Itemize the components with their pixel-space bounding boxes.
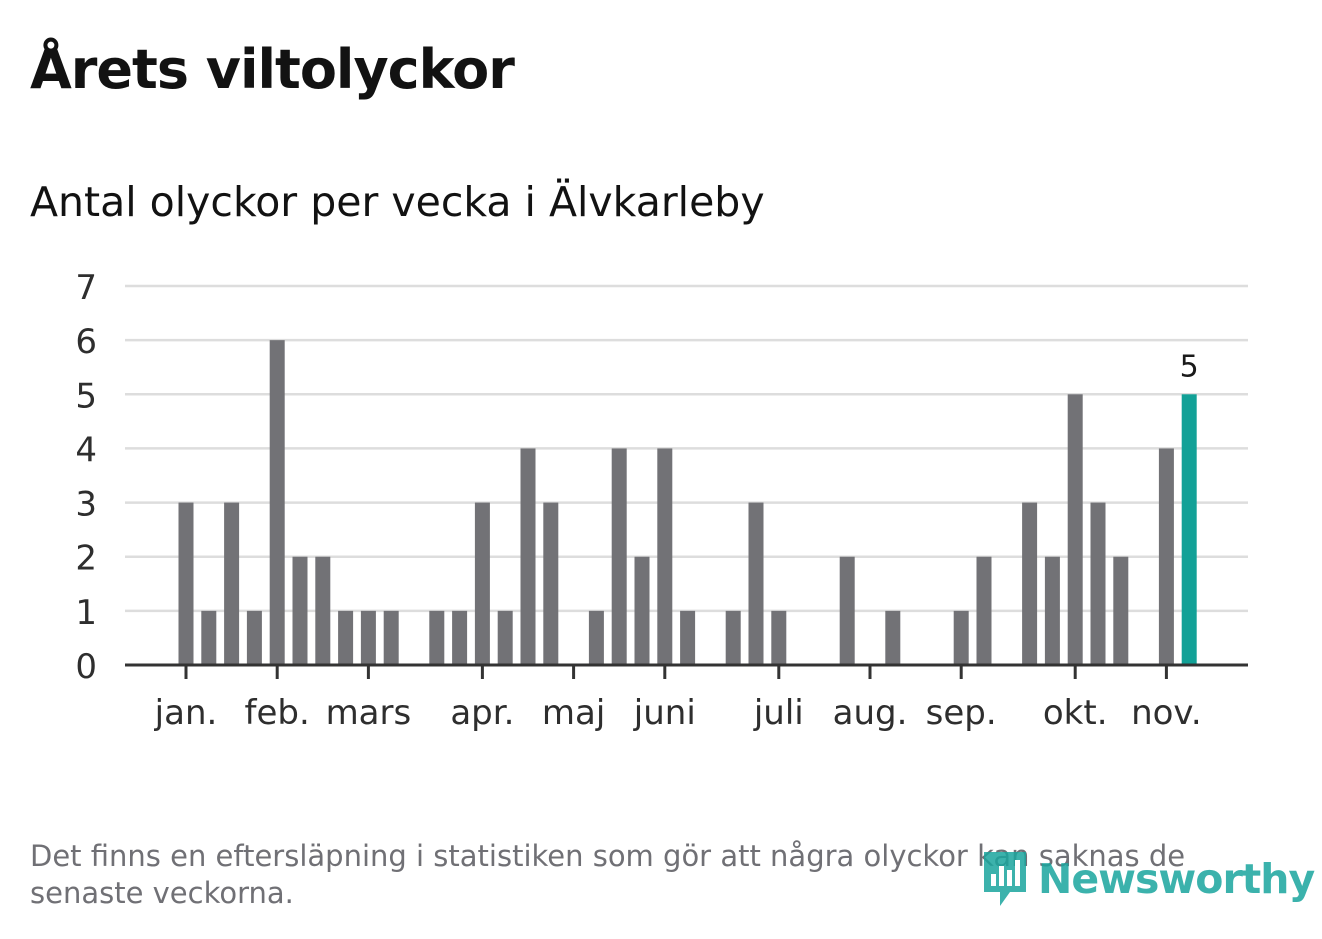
bar <box>976 556 992 665</box>
bar <box>543 502 559 665</box>
x-tick-label: sep. <box>926 693 997 733</box>
data-labels: 5 <box>1180 349 1199 384</box>
chart-title: Årets viltolyckor <box>30 38 515 101</box>
bar <box>1044 556 1060 665</box>
x-axis <box>125 663 1248 679</box>
bar <box>338 610 354 665</box>
bar <box>1022 502 1038 665</box>
x-tick-label: feb. <box>245 693 310 733</box>
bar <box>588 610 604 665</box>
bar <box>178 502 194 665</box>
x-tick-label: aug. <box>833 693 908 733</box>
bar <box>520 448 536 665</box>
y-tick-label: 1 <box>75 593 97 633</box>
x-tick-label: juli <box>753 693 804 733</box>
bar <box>1067 394 1083 665</box>
x-tick-label: jan. <box>154 693 218 733</box>
bar <box>474 502 490 665</box>
bar <box>292 556 308 665</box>
bar <box>246 610 262 665</box>
bar <box>771 610 787 665</box>
y-tick-label: 4 <box>75 430 97 470</box>
x-tick-label: juni <box>633 693 696 733</box>
bar <box>839 556 855 665</box>
x-tick-label: maj <box>542 693 605 733</box>
y-tick-label: 6 <box>75 322 97 362</box>
bar <box>224 502 240 665</box>
newsworthy-logo-text: Newsworthy <box>1038 855 1315 903</box>
bar <box>680 610 696 665</box>
bar <box>497 610 513 665</box>
x-tick-label: mars <box>326 693 412 733</box>
bar <box>360 610 376 665</box>
newsworthy-logo: Newsworthy <box>980 848 1315 910</box>
bar <box>201 610 217 665</box>
x-tick-label: okt. <box>1043 693 1108 733</box>
grid-lines <box>125 284 1248 613</box>
bar <box>634 556 650 665</box>
y-tick-label: 7 <box>75 268 97 308</box>
chart-subtitle: Antal olyckor per vecka i Älvkarleby <box>30 178 765 226</box>
bar-chart: 0 1 2 3 4 5 6 7 jan. feb. mars apr. maj juni juli aug.… <box>75 268 1248 733</box>
bar <box>429 610 445 665</box>
bar <box>885 610 901 665</box>
newsworthy-logo-icon <box>984 852 1026 906</box>
y-tick-label: 2 <box>75 539 97 579</box>
bar <box>725 610 741 665</box>
y-axis-labels: 0 1 2 3 4 5 6 7 <box>75 268 97 687</box>
bar <box>315 556 331 665</box>
bar <box>1113 556 1129 665</box>
x-tick-label: nov. <box>1131 693 1202 733</box>
x-tick-label: apr. <box>450 693 514 733</box>
y-tick-label: 0 <box>75 647 97 687</box>
bar <box>383 610 399 665</box>
bar <box>1090 502 1106 665</box>
bar <box>1158 448 1174 665</box>
bar-highlighted <box>1181 394 1197 665</box>
bar <box>452 610 468 665</box>
bar <box>269 340 285 665</box>
bars <box>178 340 1197 665</box>
y-tick-label: 5 <box>75 376 97 416</box>
bar <box>657 448 673 665</box>
bar <box>953 610 969 665</box>
bar <box>748 502 764 665</box>
y-tick-label: 3 <box>75 485 97 525</box>
x-axis-labels: jan. feb. mars apr. maj juni juli aug. sep. okt. n… <box>154 693 1202 733</box>
data-label-latest: 5 <box>1180 349 1199 384</box>
bar <box>611 448 627 665</box>
